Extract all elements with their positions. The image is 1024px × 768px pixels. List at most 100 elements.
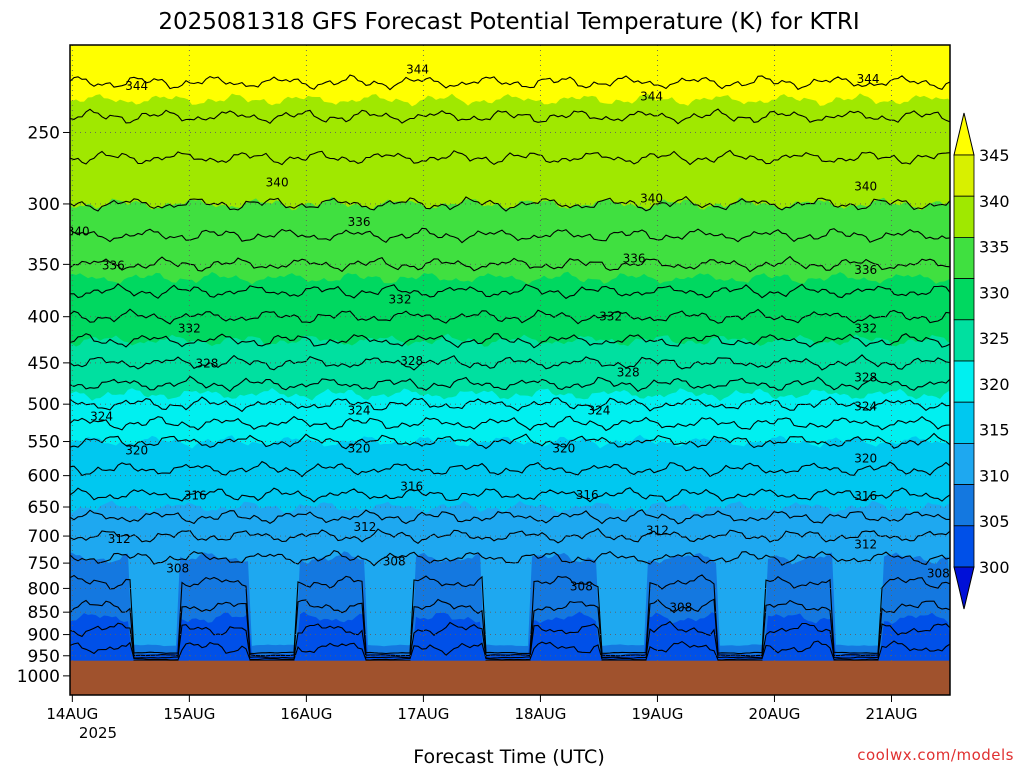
x-tick-label: 21AUG (866, 705, 918, 723)
contour-306 (70, 598, 950, 657)
contour-label: 316 (854, 489, 877, 503)
contour-label: 320 (348, 442, 371, 456)
contour-label: 332 (599, 310, 622, 324)
contour-label: 312 (353, 520, 376, 534)
contour-label: 316 (400, 480, 423, 494)
contour-label: 328 (195, 357, 218, 371)
x-year-label: 2025 (79, 724, 117, 742)
contour-304 (70, 620, 950, 659)
contour-label: 332 (854, 321, 877, 335)
contour-320 (70, 432, 950, 450)
x-tick-label: 15AUG (163, 705, 215, 723)
contour-342 (70, 149, 950, 166)
colorbar-extend-bottom (953, 566, 975, 610)
contour-label: 340 (266, 175, 289, 189)
contour-label: 324 (348, 403, 371, 417)
contour-label: 328 (854, 370, 877, 384)
y-tick-label: 350 (28, 255, 60, 275)
contour-label: 336 (623, 252, 646, 266)
y-tick-label: 450 (28, 354, 60, 374)
chart-title: 2025081318 GFS Forecast Potential Temper… (158, 9, 859, 35)
contour-label: 336 (854, 263, 877, 277)
contour-340 (70, 195, 950, 212)
filled-contours (70, 45, 950, 695)
contour-label: 312 (854, 537, 877, 551)
contour-label: 308 (570, 579, 593, 593)
contour-label: 312 (108, 532, 131, 546)
contour-302 (70, 640, 950, 661)
contour-330 (70, 333, 950, 349)
colorbar-segment (953, 278, 975, 321)
contour-label: 320 (854, 451, 877, 465)
contour-label: 336 (348, 215, 371, 229)
colorbar-segment (953, 195, 975, 238)
contour-label: 340 (640, 192, 663, 206)
contour-338 (70, 227, 950, 244)
contour-label: 344 (640, 89, 663, 103)
colorbar-segment (953, 360, 975, 403)
colorbar-segment (953, 154, 975, 197)
contour-label: 324 (854, 400, 877, 414)
y-tick-label: 400 (28, 308, 60, 328)
contour-label: 308 (383, 555, 406, 569)
contour-labels: 344 344 344 344 340 340 340 340 336 336 336 336 332 3… (67, 63, 950, 615)
contour-328 (70, 354, 950, 371)
y-axis: 250 300 350 400 450 500 550 600 650 700 750 800 850 9… (17, 123, 70, 687)
y-tick-label: 300 (28, 195, 60, 215)
contour-label: 308 (166, 561, 189, 575)
credit-text: coolwx.com/models (857, 746, 1014, 764)
contour-label: 344 (406, 63, 429, 77)
contour-label: 312 (646, 523, 669, 537)
contour-label: 328 (617, 365, 640, 379)
colorbar-segment (953, 525, 975, 568)
x-tick-label: 19AUG (631, 705, 683, 723)
contour-label: 320 (552, 442, 575, 456)
colorbar-label: 345 (979, 146, 1010, 165)
colorbar-label: 330 (979, 283, 1010, 302)
contour-label: 328 (400, 354, 423, 368)
contour-label: 344 (857, 72, 880, 86)
contour-312 (70, 527, 950, 544)
contour-lines (70, 74, 950, 684)
x-tick-label: 20AUG (748, 705, 800, 723)
x-tick-label: 18AUG (514, 705, 566, 723)
colorbar-label: 340 (979, 192, 1010, 211)
contour-316 (70, 487, 950, 503)
x-tick-label: 17AUG (397, 705, 449, 723)
contour-336 (70, 255, 950, 273)
contour-label: 340 (67, 225, 90, 239)
colorbar-segment (953, 484, 975, 527)
colorbar-label: 300 (979, 558, 1010, 577)
terrain-fill (70, 660, 950, 695)
contour-label: 344 (125, 79, 148, 93)
contour-label: 332 (178, 321, 201, 335)
colorbar-segment (953, 236, 975, 279)
x-axis: 14AUG 15AUG 16AUG 17AUG 18AUG 19AUG 20AUG 21AUG (46, 695, 917, 723)
y-tick-label: 650 (28, 498, 60, 518)
contour-314 (70, 509, 950, 525)
contour-label: 336 (102, 258, 125, 272)
colorbar-label: 325 (979, 329, 1010, 348)
contour-label: 320 (125, 444, 148, 458)
y-tick-label: 700 (28, 527, 60, 547)
y-tick-label: 500 (28, 395, 60, 415)
contour-326 (70, 375, 950, 393)
y-tick-label: 800 (28, 579, 60, 599)
contour-label: 308 (927, 566, 950, 580)
colorbar-segment (953, 442, 975, 485)
y-tick-label: 900 (28, 626, 60, 646)
ground-surface (70, 660, 950, 695)
colorbar-label: 320 (979, 375, 1010, 394)
contour-332 (70, 308, 950, 325)
y-tick-label: 950 (28, 647, 60, 667)
contour-344 (70, 108, 950, 125)
contour-label: 316 (184, 488, 207, 502)
x-axis-title: Forecast Time (UTC) (413, 746, 604, 768)
contour-label: 340 (854, 180, 877, 194)
colorbar-label: 315 (979, 421, 1010, 440)
colorbar-extend-top (953, 112, 975, 156)
contour-label: 324 (587, 403, 610, 417)
y-tick-label: 750 (28, 554, 60, 574)
y-tick-label: 850 (28, 603, 60, 623)
